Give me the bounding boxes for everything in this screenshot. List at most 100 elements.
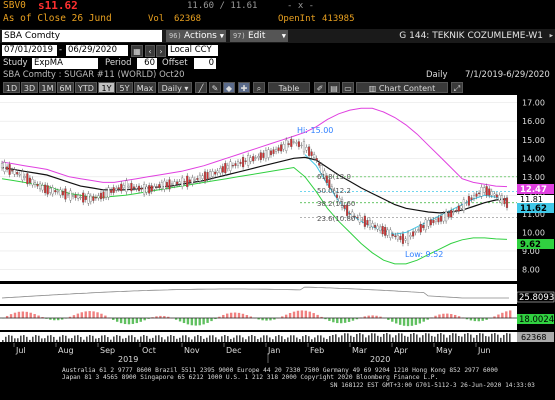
candle bbox=[424, 219, 427, 231]
volume-bar bbox=[89, 335, 91, 342]
tf-1d-button[interactable]: 1D bbox=[3, 82, 20, 93]
volume-bar bbox=[455, 333, 457, 342]
candle bbox=[467, 196, 470, 206]
date-separator: - bbox=[59, 45, 63, 55]
candle bbox=[39, 183, 42, 190]
line-icon[interactable]: ╱ bbox=[195, 82, 207, 93]
volume-bar bbox=[443, 334, 445, 342]
candle bbox=[153, 186, 156, 190]
candle bbox=[287, 143, 290, 145]
candle bbox=[13, 169, 16, 175]
candle bbox=[173, 181, 176, 186]
histogram-bar bbox=[363, 316, 366, 319]
offset-input[interactable]: 0 bbox=[194, 58, 216, 69]
candle bbox=[404, 238, 407, 241]
x-year-label: 2019 bbox=[118, 355, 138, 364]
histogram-bar bbox=[127, 318, 131, 325]
volume-bar bbox=[365, 337, 367, 342]
tf-ytd-button[interactable]: YTD bbox=[75, 82, 97, 93]
candle bbox=[82, 192, 85, 203]
fib-label-3: 38.2(11.60 bbox=[317, 200, 355, 208]
histogram-bar bbox=[438, 314, 441, 319]
prev-arrow-icon[interactable]: ‹ bbox=[145, 45, 155, 57]
offset-label: Offset bbox=[162, 58, 188, 68]
x-month-label: Dec bbox=[226, 346, 241, 355]
ruler-icon[interactable]: ▭ bbox=[342, 82, 354, 93]
crosshair-icon[interactable]: ✚ bbox=[238, 82, 250, 93]
draw-icon[interactable]: ✎ bbox=[209, 82, 221, 93]
table-button[interactable]: Table bbox=[268, 82, 310, 93]
footer-line-1: Australia 61 2 9777 8600 Brazil 5511 239… bbox=[62, 367, 498, 374]
candle bbox=[33, 182, 37, 186]
candle bbox=[94, 197, 97, 199]
settings-icon[interactable]: ◆ bbox=[223, 82, 235, 93]
chart-content-button[interactable]: ▥ Chart Content bbox=[356, 82, 448, 93]
tf-1y-button[interactable]: 1Y bbox=[98, 82, 115, 93]
ema-line bbox=[1, 156, 508, 214]
candle bbox=[51, 187, 54, 195]
volume-bar bbox=[323, 337, 325, 342]
tf-6m-button[interactable]: 6M bbox=[57, 82, 74, 93]
date-to-input[interactable]: 06/29/2020 bbox=[66, 45, 128, 56]
security-input[interactable]: SBA Comdty bbox=[2, 30, 162, 42]
x-month-label: Sep bbox=[100, 346, 115, 355]
panel2-value: 25.8093 bbox=[519, 293, 554, 303]
date-from-input[interactable]: 07/01/2019 bbox=[2, 45, 57, 56]
price-chart[interactable]: Hi: 15.00 Low: 9.52 61.8(13.0 50.0(12.2 … bbox=[0, 95, 555, 387]
tf-3d-button[interactable]: 3D bbox=[21, 82, 38, 93]
volume-bar bbox=[287, 337, 289, 342]
study-select[interactable]: ExpMA bbox=[32, 58, 98, 69]
candle bbox=[236, 161, 240, 166]
candle bbox=[490, 191, 493, 196]
candle bbox=[376, 225, 379, 230]
histogram-bar bbox=[37, 315, 40, 319]
candle bbox=[252, 156, 255, 162]
candle bbox=[391, 234, 394, 237]
volume-bar bbox=[380, 336, 382, 342]
histogram-bar bbox=[273, 318, 276, 320]
volume-bar bbox=[110, 339, 112, 342]
volume-bar bbox=[131, 335, 133, 342]
volume-bar bbox=[32, 336, 34, 342]
currency-select[interactable]: Local CCY bbox=[168, 45, 218, 56]
volume-bar bbox=[491, 333, 493, 342]
volume-bar bbox=[350, 335, 352, 342]
candle bbox=[193, 179, 196, 181]
edit-menu[interactable]: 97) Edit ▼ bbox=[230, 30, 288, 42]
volume-bar bbox=[2, 340, 4, 342]
expand-icon[interactable]: ⤢ bbox=[451, 82, 463, 93]
edit-icon[interactable]: ✐ bbox=[314, 82, 326, 93]
menu-arrow-icon[interactable]: ▸ bbox=[548, 31, 554, 41]
volume-bar bbox=[254, 336, 256, 342]
period-input[interactable]: 60 bbox=[137, 58, 157, 69]
candle bbox=[3, 162, 6, 172]
calendar-icon[interactable]: ▦ bbox=[131, 45, 143, 57]
window-controls[interactable]: - x - bbox=[287, 1, 315, 11]
volume-bar bbox=[386, 333, 388, 342]
candle bbox=[36, 183, 39, 187]
histogram-bar bbox=[375, 315, 378, 319]
histogram-bar bbox=[119, 318, 123, 324]
histogram-bar bbox=[473, 318, 477, 322]
grid-icon[interactable]: ▤ bbox=[328, 82, 340, 93]
zoom-icon[interactable]: ⌕ bbox=[253, 82, 265, 93]
candle bbox=[214, 171, 217, 175]
candle bbox=[84, 196, 87, 200]
volume-bar bbox=[200, 336, 202, 342]
next-arrow-icon[interactable]: › bbox=[156, 45, 166, 57]
chevron-down-icon: ▼ bbox=[219, 32, 224, 40]
candle bbox=[460, 205, 463, 209]
oi-value: 413985 bbox=[322, 14, 355, 24]
volume-bar bbox=[92, 335, 94, 342]
frequency-label: Daily bbox=[426, 70, 448, 80]
volume-bar bbox=[125, 337, 127, 342]
tf-5y-button[interactable]: 5Y bbox=[116, 82, 133, 93]
period-dropdown-label: Daily bbox=[161, 84, 182, 93]
tf-1m-button[interactable]: 1M bbox=[39, 82, 56, 93]
tf-max-button[interactable]: Max bbox=[134, 82, 156, 93]
volume-bar bbox=[317, 335, 319, 342]
volume-bar bbox=[449, 335, 451, 342]
volume-bar bbox=[161, 337, 163, 342]
period-dropdown[interactable]: Daily ▾ bbox=[158, 82, 192, 93]
actions-menu[interactable]: 96) Actions ▼ bbox=[166, 30, 226, 42]
